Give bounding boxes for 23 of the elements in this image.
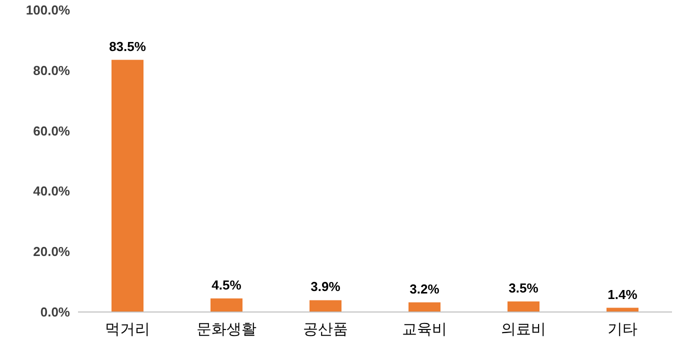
data-label: 3.2% xyxy=(410,281,440,296)
x-tick-label: 기타 xyxy=(608,321,638,338)
y-tick-label: 0.0% xyxy=(40,304,70,320)
bar xyxy=(210,298,242,312)
data-label: 83.5% xyxy=(109,38,146,54)
y-tick-label: 40.0% xyxy=(33,184,70,199)
data-label: 1.4% xyxy=(608,286,638,302)
data-label: 3.5% xyxy=(508,280,539,296)
x-tick-label: 의료비 xyxy=(501,321,546,338)
data-label: 4.5% xyxy=(212,277,242,292)
bar xyxy=(310,300,342,312)
data-label: 3.9% xyxy=(310,279,341,294)
y-tick-label: 100.0% xyxy=(26,2,70,18)
bar xyxy=(508,301,540,312)
bar xyxy=(112,60,144,312)
x-tick-label: 교육비 xyxy=(402,321,447,338)
bar xyxy=(408,302,440,312)
x-tick-label: 문화생활 xyxy=(196,321,256,338)
y-tick-label: 60.0% xyxy=(33,123,70,138)
x-tick-label: 먹거리 xyxy=(105,321,150,338)
y-tick-label: 20.0% xyxy=(33,244,70,260)
x-tick-label: 공산품 xyxy=(303,321,348,338)
y-tick-label: 80.0% xyxy=(33,62,70,78)
